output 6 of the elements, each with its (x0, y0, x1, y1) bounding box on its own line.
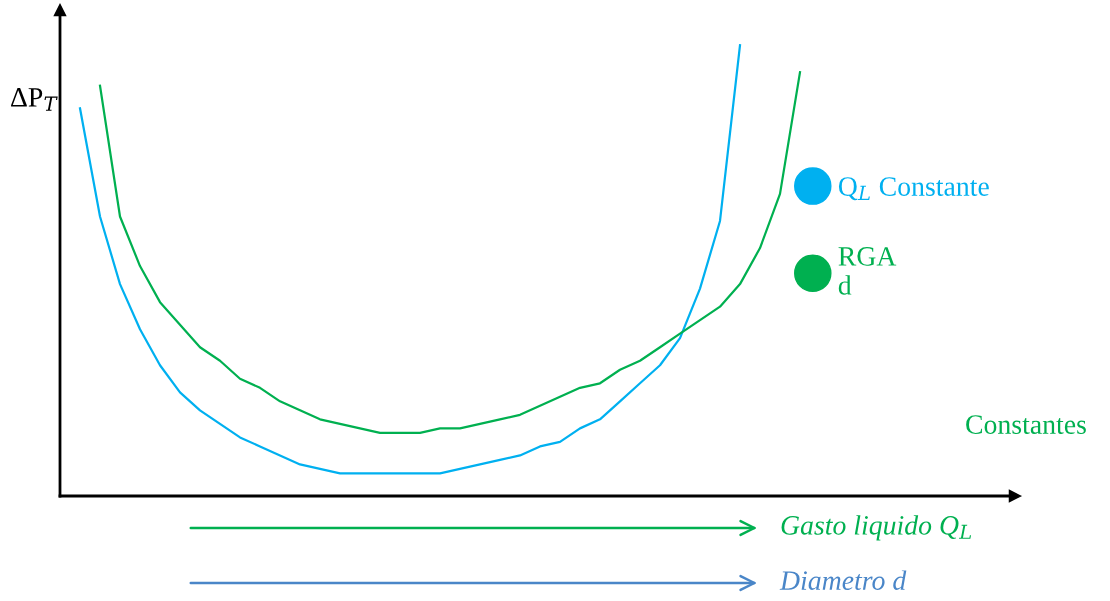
text: Gasto liquido Q$_{L}$ (781, 515, 972, 541)
legend-label: RGA d (838, 247, 897, 295)
annotation: Constantes (966, 415, 1086, 434)
text: Diametro d (779, 570, 907, 590)
legend-label: Q$_{L}$ Constante (838, 177, 989, 201)
y-axis-title: ΔP$_{T}$ (11, 88, 58, 111)
